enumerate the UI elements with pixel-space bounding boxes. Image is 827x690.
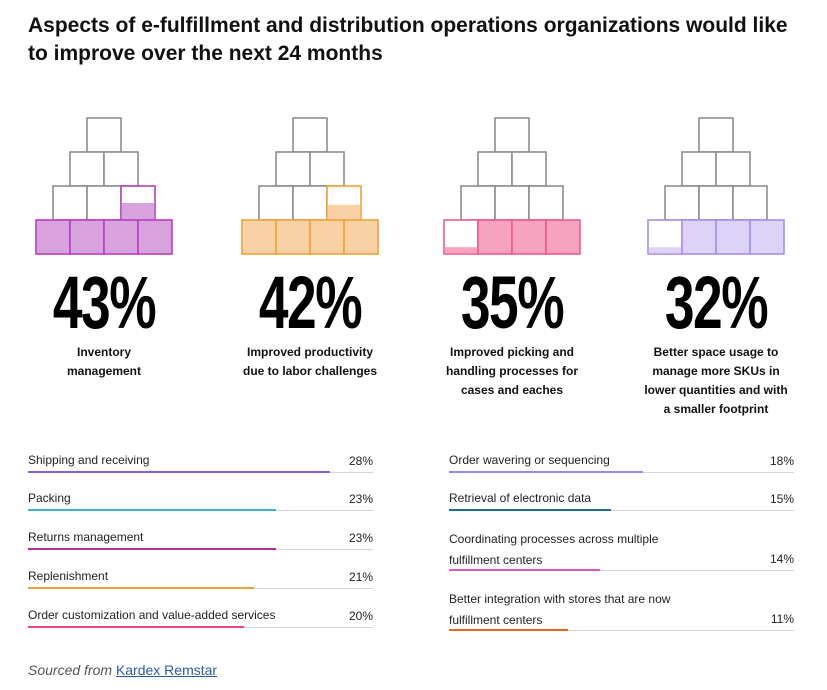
pyramid-graphics <box>35 117 785 255</box>
pyramid-box-empty <box>494 185 530 221</box>
pyramid-box-empty <box>698 117 734 153</box>
bar-label: Coordinating processes across multiple f… <box>449 532 659 567</box>
pyramid-caption: Improved picking and handling processes … <box>445 345 579 397</box>
pyramid-box-empty <box>681 151 717 187</box>
source-link[interactable]: Kardex Remstar <box>115 662 218 678</box>
pyramid-caption: Better space usage to manage more SKUs i… <box>644 345 788 416</box>
bar-value-label: 28% <box>348 454 373 468</box>
bar-label: Packing <box>28 491 71 505</box>
pyramid-box-empty <box>732 185 768 221</box>
bar-value-label: 23% <box>348 531 373 545</box>
bar-track <box>28 626 373 628</box>
big-percentage: 32% <box>664 261 769 344</box>
pyramid-box-filled <box>749 219 785 255</box>
big-percentage: 42% <box>258 261 363 344</box>
source-line: Sourced from Kardex Remstar <box>28 662 217 678</box>
pyramid-box-filled <box>69 219 105 255</box>
bar-track <box>449 629 794 631</box>
pyramid-box-filled <box>511 219 547 255</box>
pyramid-box-empty <box>258 185 294 221</box>
pyramid-box-filled <box>343 219 379 255</box>
pyramid-box-partial-fill <box>327 204 361 220</box>
bar-track <box>28 587 373 589</box>
bar-label: Order wavering or sequencing <box>449 453 610 467</box>
pyramid-box-empty <box>52 185 88 221</box>
bar-value-label: 18% <box>769 454 794 468</box>
bar-label: Returns management <box>28 530 144 544</box>
pyramid-box-filled <box>477 219 513 255</box>
pyramid-box-filled <box>241 219 277 255</box>
bar-fill <box>28 626 244 628</box>
bar-value-label: 23% <box>348 492 373 506</box>
pyramid-box-empty <box>309 151 345 187</box>
pyramid-box-empty <box>698 185 734 221</box>
bar-track <box>449 509 794 511</box>
bar-fill <box>449 471 644 473</box>
bar-value-label: 14% <box>769 552 794 566</box>
pyramid-box-empty <box>69 151 105 187</box>
bar-value-label: 15% <box>769 492 794 506</box>
bar-track <box>449 471 794 473</box>
bar-fill <box>28 471 330 473</box>
big-percentage: 43% <box>52 261 157 344</box>
pyramid-box-filled <box>681 219 717 255</box>
pyramid-box-empty <box>292 185 328 221</box>
pyramid-box-filled <box>103 219 139 255</box>
bar-fill <box>28 548 276 550</box>
pyramid-caption: Inventory management <box>66 345 142 378</box>
bar-label: Replenishment <box>28 569 109 583</box>
pyramid-box-empty <box>664 185 700 221</box>
bar-track <box>28 509 373 511</box>
bar-fill <box>449 509 611 511</box>
pyramid-box-partial-fill <box>648 247 682 254</box>
bar-fill <box>28 509 276 511</box>
pyramid-box-filled <box>275 219 311 255</box>
bar-fill <box>449 569 600 571</box>
pyramid-box-partial-fill <box>444 247 478 254</box>
bar-fill <box>28 587 255 589</box>
bar-fill <box>449 629 568 631</box>
pyramid-box-filled <box>137 219 173 255</box>
pyramid-box-filled <box>35 219 71 255</box>
source-prefix: Sourced from <box>28 662 113 678</box>
bar-track <box>449 569 794 571</box>
bar-value-label: 11% <box>770 612 794 626</box>
pyramid-box-empty <box>460 185 496 221</box>
pyramid-box-empty <box>477 151 513 187</box>
pyramid-box-empty <box>528 185 564 221</box>
bar-label: Retrieval of electronic data <box>449 491 592 505</box>
pyramid-box-empty <box>292 117 328 153</box>
pyramid-caption: Improved productivity due to labor chall… <box>242 345 378 378</box>
pyramid-box-empty <box>86 185 122 221</box>
big-percentage: 35% <box>460 261 565 344</box>
pyramid-box-partial-fill <box>121 203 155 220</box>
bar-track <box>28 471 373 473</box>
pyramid-box-empty <box>103 151 139 187</box>
bar-label: Order customization and value-added serv… <box>28 608 276 622</box>
bar-label: Shipping and receiving <box>28 453 150 467</box>
bar-value-label: 20% <box>348 609 373 623</box>
pyramid-box-filled <box>545 219 581 255</box>
pyramid-box-filled <box>715 219 751 255</box>
pyramid-box-empty <box>86 117 122 153</box>
pyramid-box-empty <box>275 151 311 187</box>
bar-value-label: 21% <box>348 570 373 584</box>
pyramid-box-empty <box>511 151 547 187</box>
pyramid-box-filled <box>309 219 345 255</box>
bar-label: Better integration with stores that are … <box>449 592 671 627</box>
bar-track <box>28 548 373 550</box>
pyramid-box-empty <box>715 151 751 187</box>
chart-title: Aspects of e-fulfillment and distributio… <box>28 14 788 65</box>
pyramid-box-empty <box>494 117 530 153</box>
